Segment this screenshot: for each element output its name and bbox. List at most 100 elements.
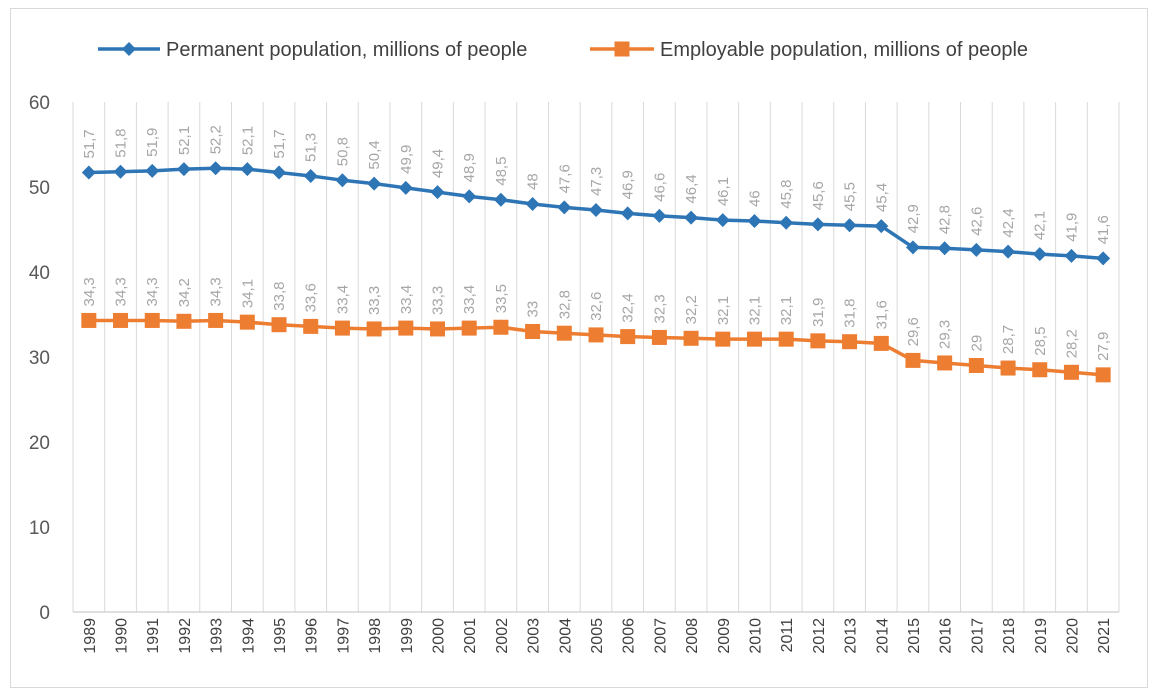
x-tick-label: 1993 [209, 618, 226, 654]
y-tick-label: 30 [29, 348, 50, 369]
data-label: 34,1 [239, 279, 256, 308]
x-tick-label: 1998 [367, 618, 384, 654]
data-point [398, 320, 414, 336]
data-point [652, 208, 667, 223]
data-label: 47,3 [588, 167, 605, 196]
data-point [493, 319, 509, 335]
data-label: 46,6 [651, 173, 668, 202]
data-label: 42,4 [1000, 208, 1017, 237]
data-point [303, 318, 319, 334]
data-point [779, 215, 794, 230]
x-axis: 1989 1990 1991 1992 1993 1994 1995 1996 1997 1998… [82, 618, 1113, 654]
x-tick-label: 2001 [462, 618, 479, 654]
data-label: 27,9 [1095, 332, 1112, 361]
data-label: 48 [525, 173, 542, 190]
data-point [557, 200, 572, 215]
data-point [398, 180, 413, 195]
data-label: 50,8 [334, 137, 351, 166]
data-point [367, 176, 382, 191]
data-label: 51,9 [144, 128, 161, 157]
data-point [874, 219, 889, 234]
data-label: 41,9 [1063, 213, 1080, 242]
data-point [208, 312, 224, 328]
data-point [240, 162, 255, 177]
data-point [556, 325, 572, 341]
legend-item: Employable population, millions of peopl… [590, 39, 1028, 61]
x-tick-label: 2021 [1096, 618, 1113, 654]
x-tick-label: 2003 [526, 618, 543, 654]
gridlines [72, 102, 1120, 612]
data-point [430, 185, 445, 200]
data-label: 29 [968, 335, 985, 352]
data-point [968, 358, 984, 373]
y-axis: 0 10 20 30 40 50 60 [29, 93, 50, 624]
data-label: 52,1 [176, 126, 193, 155]
data-label: 42,8 [937, 205, 954, 234]
data-label: 34,3 [144, 277, 161, 306]
data-label: 49,4 [430, 149, 447, 178]
x-tick-label: 2019 [1033, 618, 1050, 654]
data-label: 28,7 [1000, 325, 1017, 354]
data-point [1032, 362, 1048, 378]
x-tick-label: 2013 [843, 618, 860, 654]
data-point [746, 331, 762, 347]
data-label: 50,4 [366, 140, 383, 169]
data-point [937, 355, 953, 371]
legend-marker [614, 41, 630, 57]
data-point [1001, 244, 1016, 259]
data-label: 51,7 [271, 129, 288, 158]
data-label: 33,8 [271, 281, 288, 310]
y-tick-label: 0 [39, 603, 50, 624]
data-point [842, 218, 857, 233]
data-label: 31,9 [810, 298, 827, 327]
series-employable-population: 34,3 34,3 34,3 34,2 34,3 34,1 33,8 33,6 33,4 33,3… [81, 277, 1112, 383]
x-tick-label: 2018 [1001, 618, 1018, 654]
x-tick-label: 1990 [114, 618, 131, 654]
data-label: 28,5 [1032, 327, 1049, 356]
x-tick-label: 2007 [652, 618, 669, 654]
data-point [176, 313, 192, 329]
data-label: 32,1 [715, 296, 732, 325]
data-label: 46,9 [620, 170, 637, 199]
data-point [684, 210, 699, 225]
data-point [683, 330, 699, 346]
y-tick-label: 50 [29, 178, 50, 199]
x-tick-label: 2011 [779, 618, 796, 653]
data-label: 31,8 [842, 298, 859, 327]
data-label: 34,2 [176, 278, 193, 307]
data-label: 33,6 [303, 283, 320, 312]
series-permanent-population: 51,7 51,8 51,9 52,1 52,2 52,1 51,7 51,3 50,8 50,4… [81, 125, 1112, 266]
data-label: 46,4 [683, 174, 700, 203]
data-label: 45,8 [778, 179, 795, 208]
data-point [778, 331, 794, 347]
data-label: 33,5 [493, 284, 510, 313]
data-point [145, 163, 160, 178]
data-point [239, 314, 255, 330]
data-point [525, 324, 541, 339]
data-label: 29,6 [905, 317, 922, 346]
data-point [334, 320, 350, 336]
data-point [493, 192, 508, 207]
data-point [1032, 247, 1047, 262]
data-point [810, 333, 826, 349]
data-point [969, 242, 984, 257]
data-label: 33 [525, 301, 542, 318]
data-label: 32,1 [778, 296, 795, 325]
legend-label: Permanent population, millions of people [166, 39, 527, 61]
data-label: 29,3 [937, 320, 954, 349]
y-tick-label: 40 [29, 263, 50, 284]
data-label: 32,6 [588, 292, 605, 321]
x-tick-label: 2015 [906, 618, 923, 654]
data-point [873, 335, 889, 351]
x-tick-label: 1997 [335, 618, 352, 654]
x-tick-label: 2012 [811, 618, 828, 654]
x-tick-label: 2016 [938, 618, 955, 654]
data-label: 34,3 [81, 277, 98, 306]
y-tick-label: 10 [29, 518, 50, 539]
data-point [430, 321, 446, 337]
data-point [461, 320, 477, 336]
data-point [366, 321, 382, 337]
data-point [1000, 360, 1016, 376]
data-point [176, 162, 191, 177]
